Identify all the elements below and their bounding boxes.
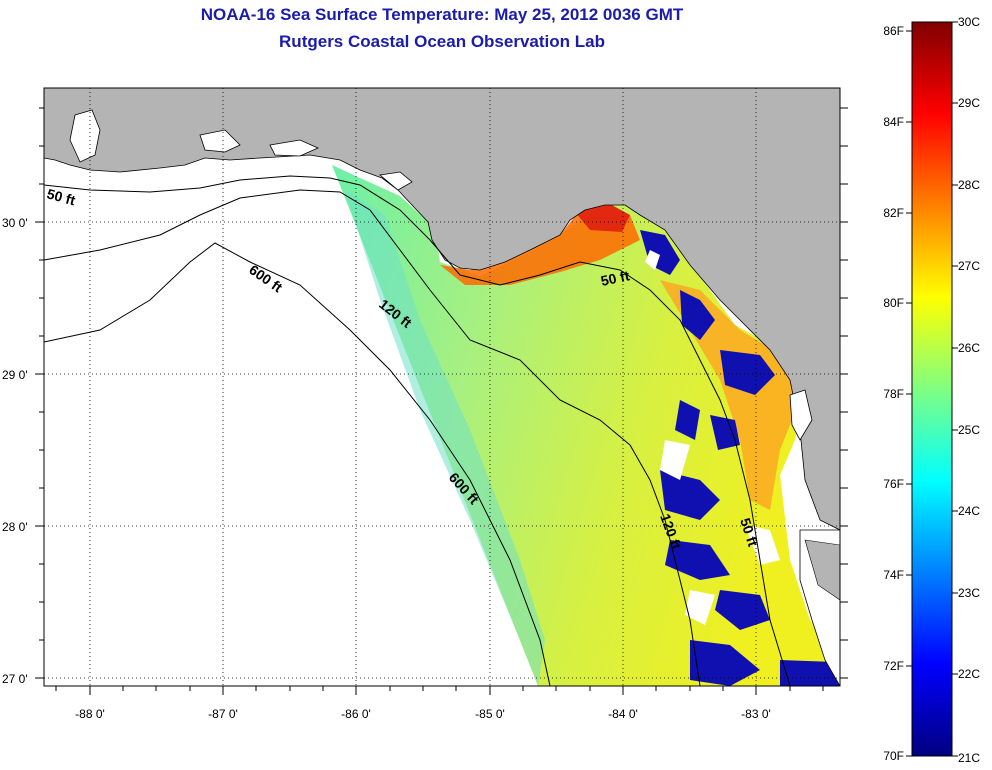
colorbar-c-label: 28C bbox=[958, 178, 980, 192]
colorbar bbox=[911, 21, 953, 757]
cool-water-band bbox=[345, 190, 545, 686]
chart-title: NOAA-16 Sea Surface Temperature: May 25,… bbox=[200, 5, 684, 24]
lat-tick-label: 30 0' bbox=[2, 216, 28, 230]
apalachicola-bay bbox=[379, 171, 413, 191]
colorbar-c-label: 29C bbox=[958, 96, 980, 110]
colorbar-ticks bbox=[906, 21, 958, 757]
cloud-cold-pixels bbox=[640, 230, 840, 686]
colorbar-f-label: 82F bbox=[883, 206, 904, 220]
colorbar-c-label: 25C bbox=[958, 423, 980, 437]
colorbar-c-label: 21C bbox=[958, 751, 980, 765]
colorbar-f-label: 78F bbox=[883, 387, 904, 401]
colorbar-f-label: 72F bbox=[883, 659, 904, 673]
colorbar-f-label: 74F bbox=[883, 568, 904, 582]
colorbar-f-label: 76F bbox=[883, 477, 904, 491]
mobile-bay bbox=[69, 109, 101, 163]
tampa-bay bbox=[789, 389, 813, 441]
lat-tick-label: 27 0' bbox=[2, 672, 28, 686]
frame-ticks bbox=[35, 107, 848, 695]
lon-tick-label: -87 0' bbox=[208, 707, 238, 721]
lon-tick-label: -88 0' bbox=[75, 707, 105, 721]
colorbar-f-label: 80F bbox=[883, 296, 904, 310]
choctawhatchee-bay bbox=[269, 139, 319, 157]
lat-tick-label: 28 0' bbox=[2, 520, 28, 534]
colorbar-c-label: 24C bbox=[958, 504, 980, 518]
colorbar-c-label: 26C bbox=[958, 341, 980, 355]
colorbar-c-label: 27C bbox=[958, 259, 980, 273]
graticule bbox=[44, 88, 840, 686]
contour-label-50ft: 50 ft bbox=[599, 267, 631, 289]
colorbar-f-label: 84F bbox=[883, 115, 904, 129]
contour-600ft bbox=[44, 242, 551, 686]
map-frame bbox=[43, 87, 841, 687]
lon-tick-label: -85 0' bbox=[475, 707, 505, 721]
pensacola-bay bbox=[199, 129, 241, 153]
colorbar-f-label: 86F bbox=[883, 24, 904, 38]
sw-florida-land bbox=[804, 539, 840, 601]
contour-120ft bbox=[44, 189, 701, 686]
cloud-masked-pixels bbox=[645, 250, 780, 625]
florida-land bbox=[44, 88, 840, 531]
colorbar-c-label: 30C bbox=[958, 15, 980, 29]
chart-subtitle: Rutgers Coastal Ocean Observation Lab bbox=[279, 32, 605, 51]
colorbar-c-label: 22C bbox=[958, 667, 980, 681]
warm-water-coastal bbox=[660, 280, 800, 510]
lon-tick-label: -84 0' bbox=[608, 707, 638, 721]
contour-50ft bbox=[44, 175, 791, 686]
bathymetry-contours bbox=[44, 175, 791, 686]
warmest-water bbox=[575, 204, 630, 232]
colorbar-f-label: 70F bbox=[883, 749, 904, 763]
lon-tick-label: -83 0' bbox=[741, 707, 771, 721]
colorbar-c-label: 23C bbox=[958, 586, 980, 600]
lon-tick-label: -86 0' bbox=[341, 707, 371, 721]
lat-tick-label: 29 0' bbox=[2, 368, 28, 382]
contour-label-50ft: 50 ft bbox=[45, 185, 77, 208]
